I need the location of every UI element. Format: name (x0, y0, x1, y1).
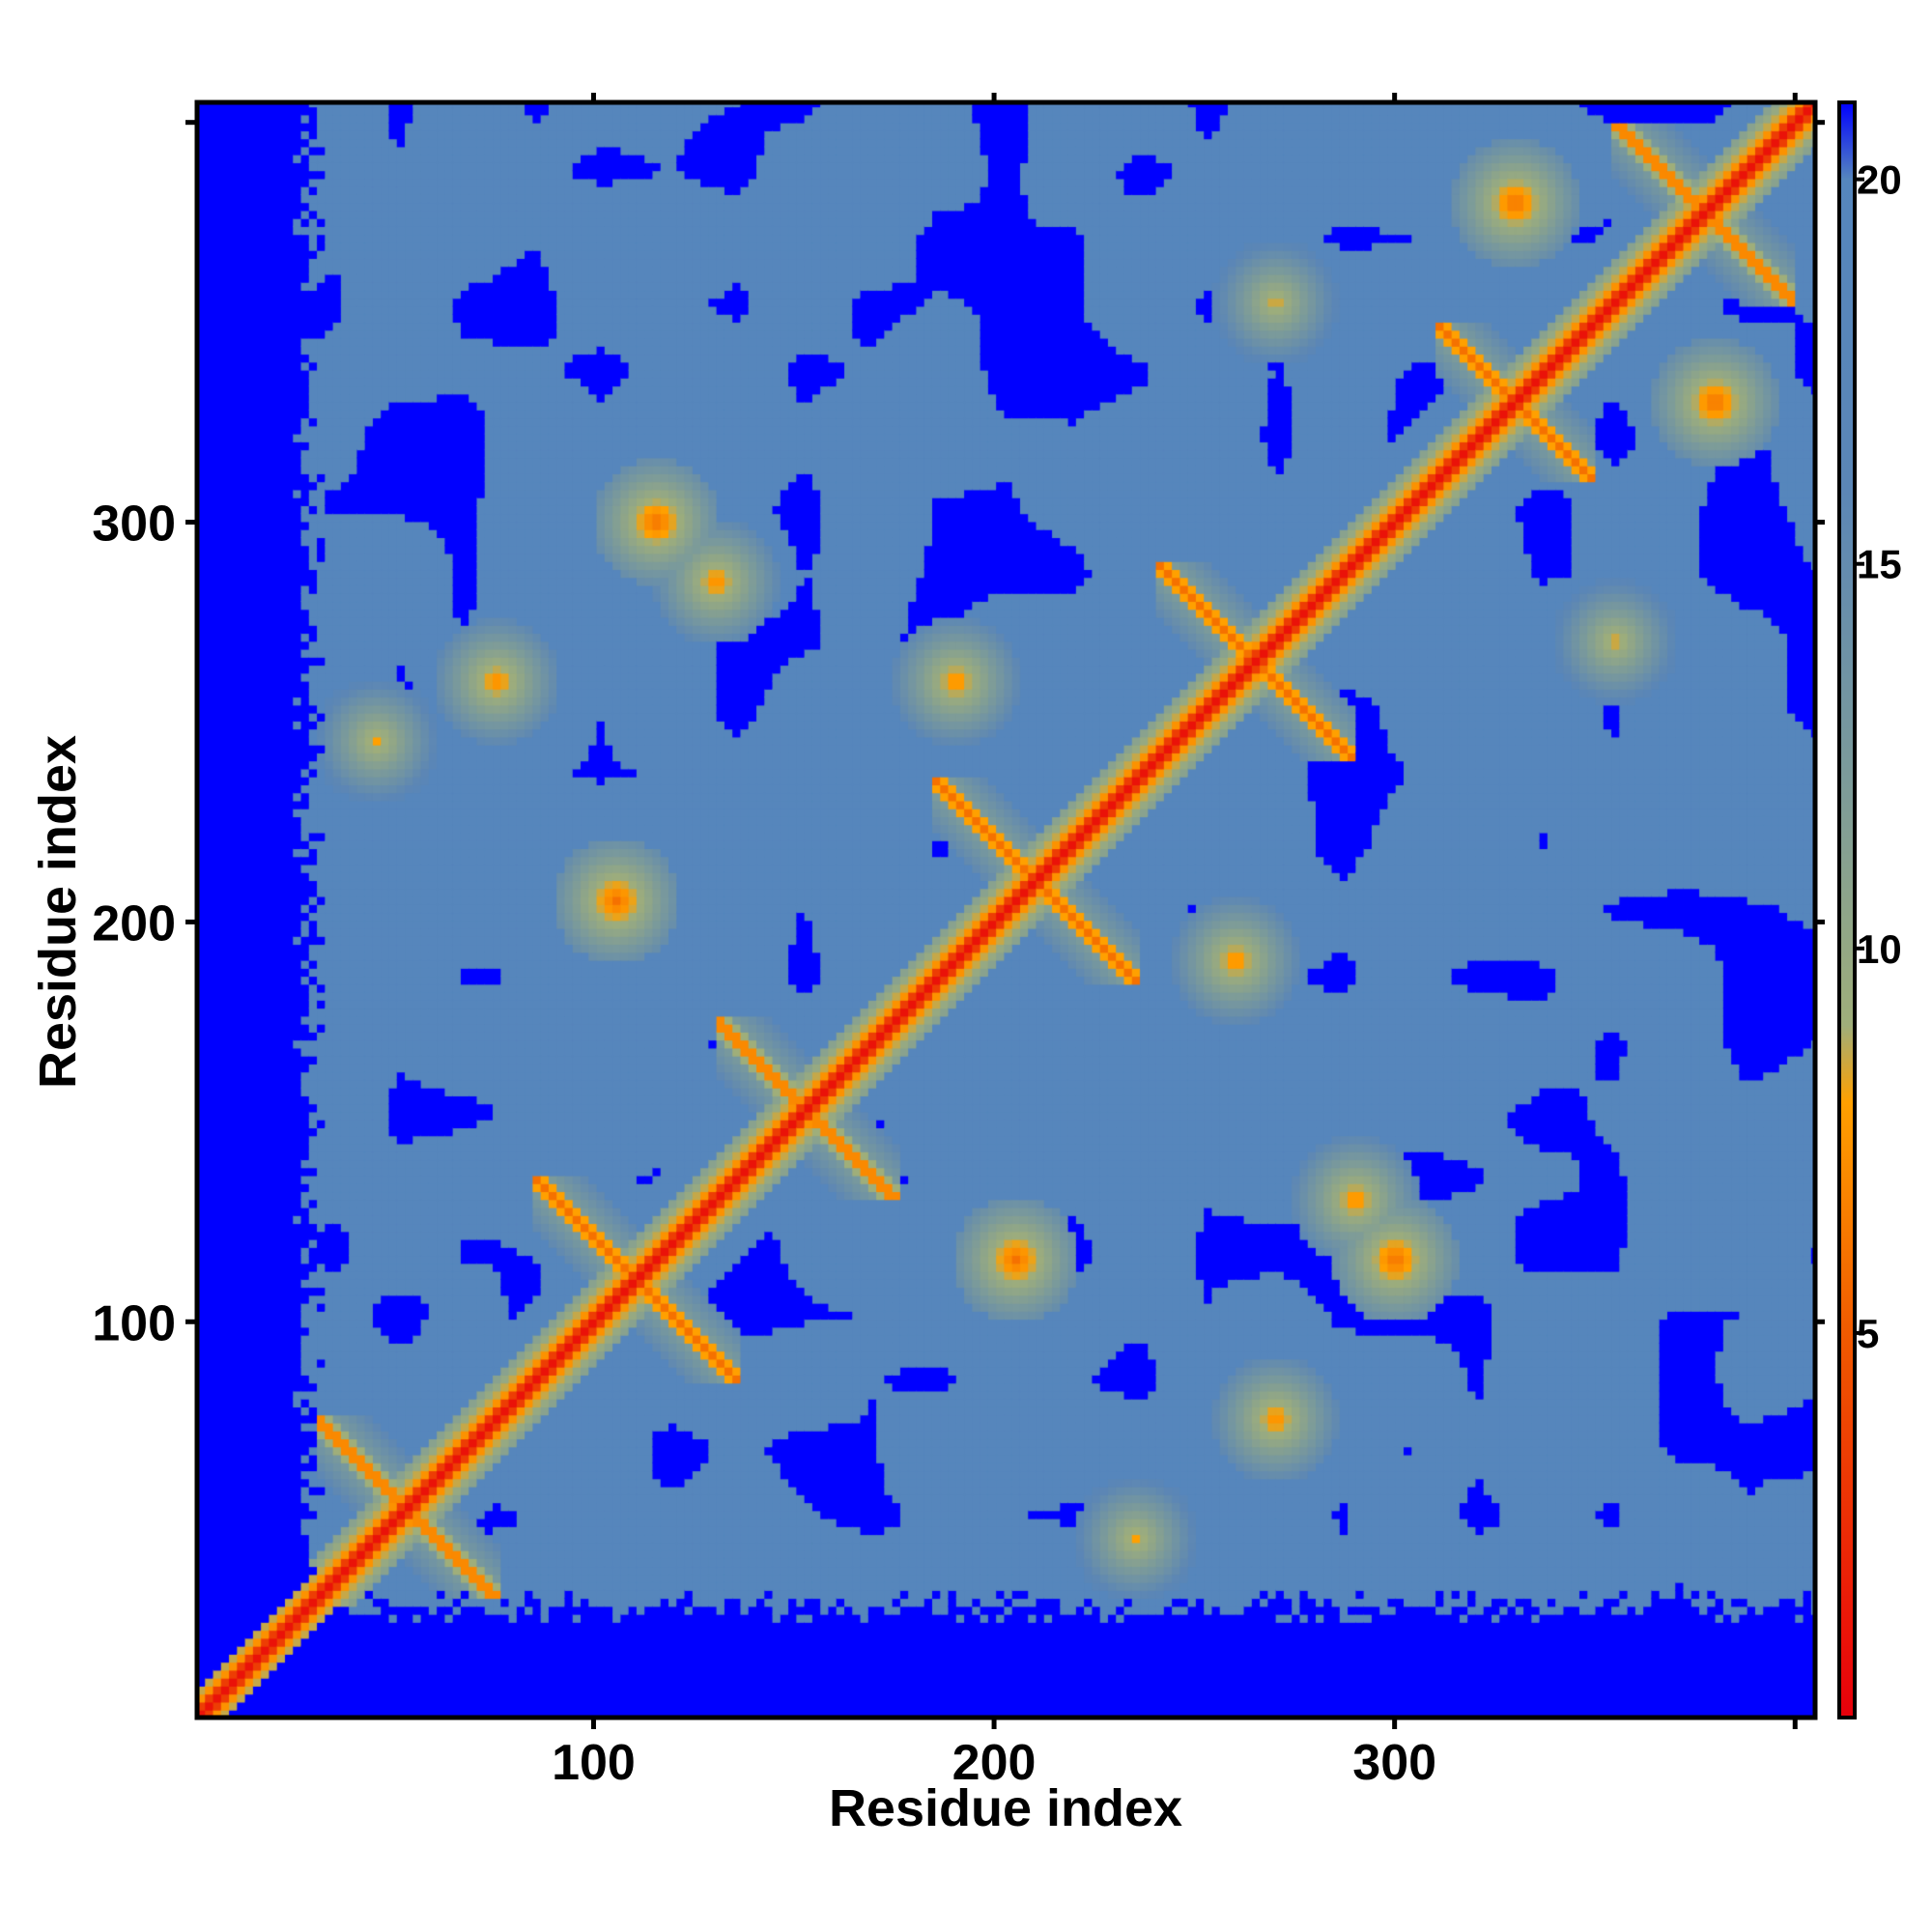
x-axis-title: Residue index (829, 1779, 1182, 1837)
colorbar-gradient (1839, 102, 1855, 1718)
colorbar-tick-label: 20 (1857, 157, 1902, 203)
y-tick-label: 100 (92, 1295, 176, 1351)
plot-frame (194, 99, 1818, 1720)
heatmap-canvas (197, 102, 1815, 1718)
colorbar-tick-label: 5 (1857, 1311, 1879, 1356)
heatmap-plot-area (197, 102, 1815, 1718)
colorbar: 5 10 15 20 (1837, 100, 1902, 1719)
y-tick-label: 200 (92, 895, 176, 952)
colorbar-ticks: 5 10 15 20 (1855, 157, 1902, 1356)
x-tick-label: 200 (952, 1735, 1037, 1791)
y-axis-ticks: 100 200 300 (92, 120, 1825, 1351)
colorbar-tick-label: 10 (1857, 926, 1902, 972)
x-tick-label: 100 (552, 1735, 636, 1791)
y-tick-label: 300 (92, 497, 176, 553)
x-tick-label: 300 (1352, 1735, 1436, 1791)
colorbar-frame (1837, 100, 1857, 1719)
colorbar-tick-label: 15 (1857, 542, 1902, 587)
x-axis-ticks: 100 200 300 (552, 93, 1798, 1791)
y-axis-title: Residue index (29, 735, 87, 1089)
